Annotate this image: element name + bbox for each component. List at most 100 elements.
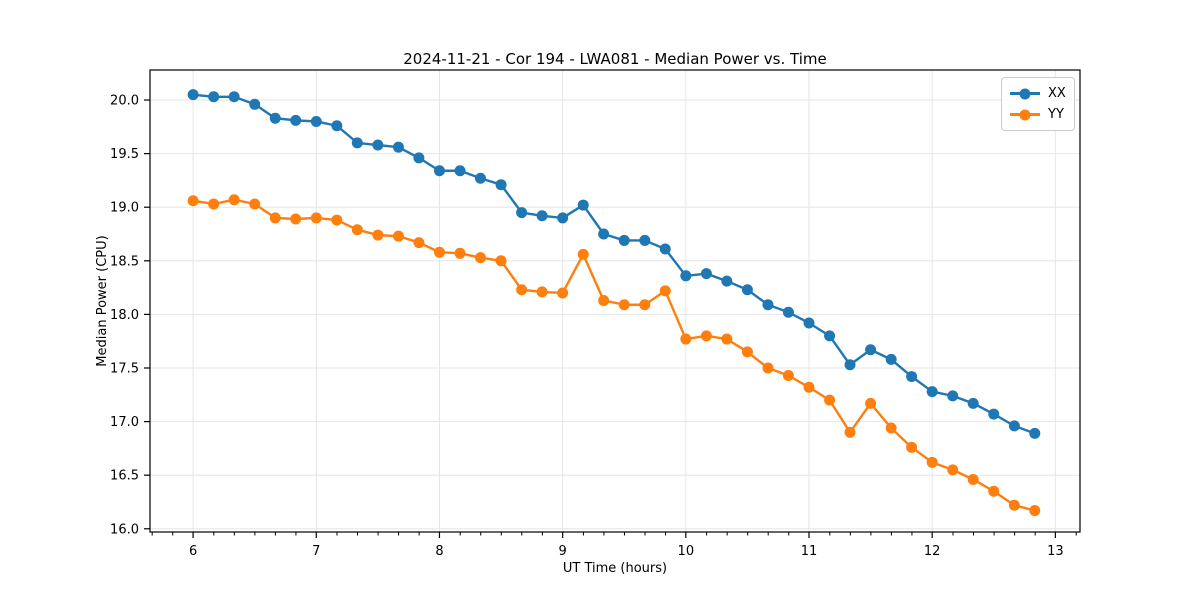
- xx-data-point: [577, 199, 589, 211]
- xx-data-point: [536, 210, 548, 222]
- yy-line: [192, 198, 1036, 512]
- yy-data-point: [249, 198, 261, 210]
- yy-line-marker-icon: [1010, 109, 1040, 120]
- xx-data-point: [926, 386, 938, 398]
- xx-data-point: [598, 228, 610, 240]
- xx-data-point: [639, 234, 651, 246]
- xx-data-point: [618, 234, 630, 246]
- x-tick-label: 13: [1047, 544, 1064, 559]
- xx-data-point: [967, 397, 979, 409]
- x-tick-label: 12: [924, 544, 941, 559]
- x-tick-label: 9: [559, 544, 567, 559]
- yy-data-point: [577, 248, 589, 260]
- xx-data-point: [454, 165, 466, 177]
- yy-data-point: [331, 214, 343, 226]
- xx-data-point: [433, 165, 445, 177]
- yy-data-point: [926, 456, 938, 468]
- yy-data-point: [372, 229, 384, 241]
- yy-data-point: [269, 212, 281, 224]
- xx-data-point: [659, 243, 671, 255]
- xx-data-point: [885, 353, 897, 365]
- y-tick-label: 17.0: [110, 415, 139, 430]
- yy-data-point: [865, 397, 877, 409]
- chart-title: 2024-11-21 - Cor 194 - LWA081 - Median P…: [403, 50, 827, 68]
- xx-data-point: [803, 317, 815, 329]
- legend-label-xx: XX: [1048, 86, 1066, 101]
- axes-spines: [149, 69, 1081, 533]
- y-tick-label: 19.5: [110, 147, 139, 162]
- x-axis-label: UT Time (hours): [562, 561, 668, 576]
- xx-data-point: [947, 390, 959, 402]
- yy-data-point: [413, 237, 425, 249]
- xx-data-point: [208, 91, 220, 103]
- yy-data-point: [844, 426, 856, 438]
- xx-data-point: [557, 212, 569, 224]
- xx-data-point: [700, 268, 712, 280]
- y-tick-label: 18.5: [110, 254, 139, 269]
- xx-data-point: [351, 137, 363, 149]
- yy-data-point: [557, 287, 569, 299]
- yy-data-point: [618, 299, 630, 311]
- y-axis-label: Median Power (CPU): [95, 235, 110, 367]
- legend-item-yy: YY: [1010, 104, 1066, 125]
- yy-data-point: [208, 198, 220, 210]
- xx-data-point: [228, 91, 240, 103]
- xx-data-point: [762, 299, 774, 311]
- xx-data-point: [865, 344, 877, 356]
- yy-data-point: [967, 473, 979, 485]
- yy-data-point: [906, 441, 918, 453]
- xx-data-point: [269, 112, 281, 124]
- yy-data-point: [454, 247, 466, 259]
- xx-data-point: [372, 139, 384, 151]
- xx-data-point: [331, 120, 343, 132]
- yy-data-point: [290, 213, 302, 225]
- yy-data-point: [988, 485, 1000, 497]
- yy-data-point: [639, 299, 651, 311]
- yy-data-point: [803, 381, 815, 393]
- yy-data-point: [536, 286, 548, 298]
- yy-data-point: [516, 284, 528, 296]
- yy-data-point: [228, 194, 240, 206]
- x-tick-label: 10: [678, 544, 695, 559]
- xx-data-point: [1008, 420, 1020, 432]
- yy-data-point: [782, 369, 794, 381]
- y-tick-label: 16.0: [110, 522, 139, 537]
- x-tick-label: 11: [801, 544, 818, 559]
- yy-data-point: [741, 346, 753, 358]
- yy-data-point: [1029, 505, 1041, 517]
- xx-data-point: [392, 141, 404, 153]
- yy-data-point: [659, 285, 671, 297]
- y-tick-label: 20.0: [110, 94, 139, 109]
- yy-data-point: [351, 224, 363, 236]
- yy-data-point: [680, 333, 692, 345]
- yy-data-point: [1008, 499, 1020, 511]
- yy-data-point: [721, 333, 733, 345]
- legend: XX YY: [1001, 77, 1075, 131]
- xx-data-point: [988, 408, 1000, 420]
- xx-data-point: [824, 330, 836, 342]
- xx-data-point: [516, 207, 528, 219]
- xx-data-point: [249, 98, 261, 110]
- xx-data-point: [782, 306, 794, 318]
- legend-label-yy: YY: [1048, 107, 1064, 122]
- xx-data-point: [721, 275, 733, 287]
- yy-data-point: [700, 330, 712, 342]
- xx-data-point: [741, 284, 753, 296]
- y-tick-label: 16.5: [110, 469, 139, 484]
- yy-data-point: [310, 212, 322, 224]
- xx-data-point: [474, 172, 486, 184]
- y-tick-label: 17.5: [110, 361, 139, 376]
- xx-data-point: [290, 114, 302, 126]
- yy-data-point: [474, 252, 486, 264]
- xx-line-marker-icon: [1010, 88, 1040, 99]
- yy-data-point: [947, 464, 959, 476]
- x-tick-label: 8: [435, 544, 443, 559]
- xx-data-point: [310, 115, 322, 127]
- xx-line: [192, 93, 1036, 435]
- yy-data-point: [824, 394, 836, 406]
- yy-data-point: [433, 246, 445, 258]
- yy-data-point: [762, 362, 774, 374]
- xx-data-point: [187, 89, 199, 101]
